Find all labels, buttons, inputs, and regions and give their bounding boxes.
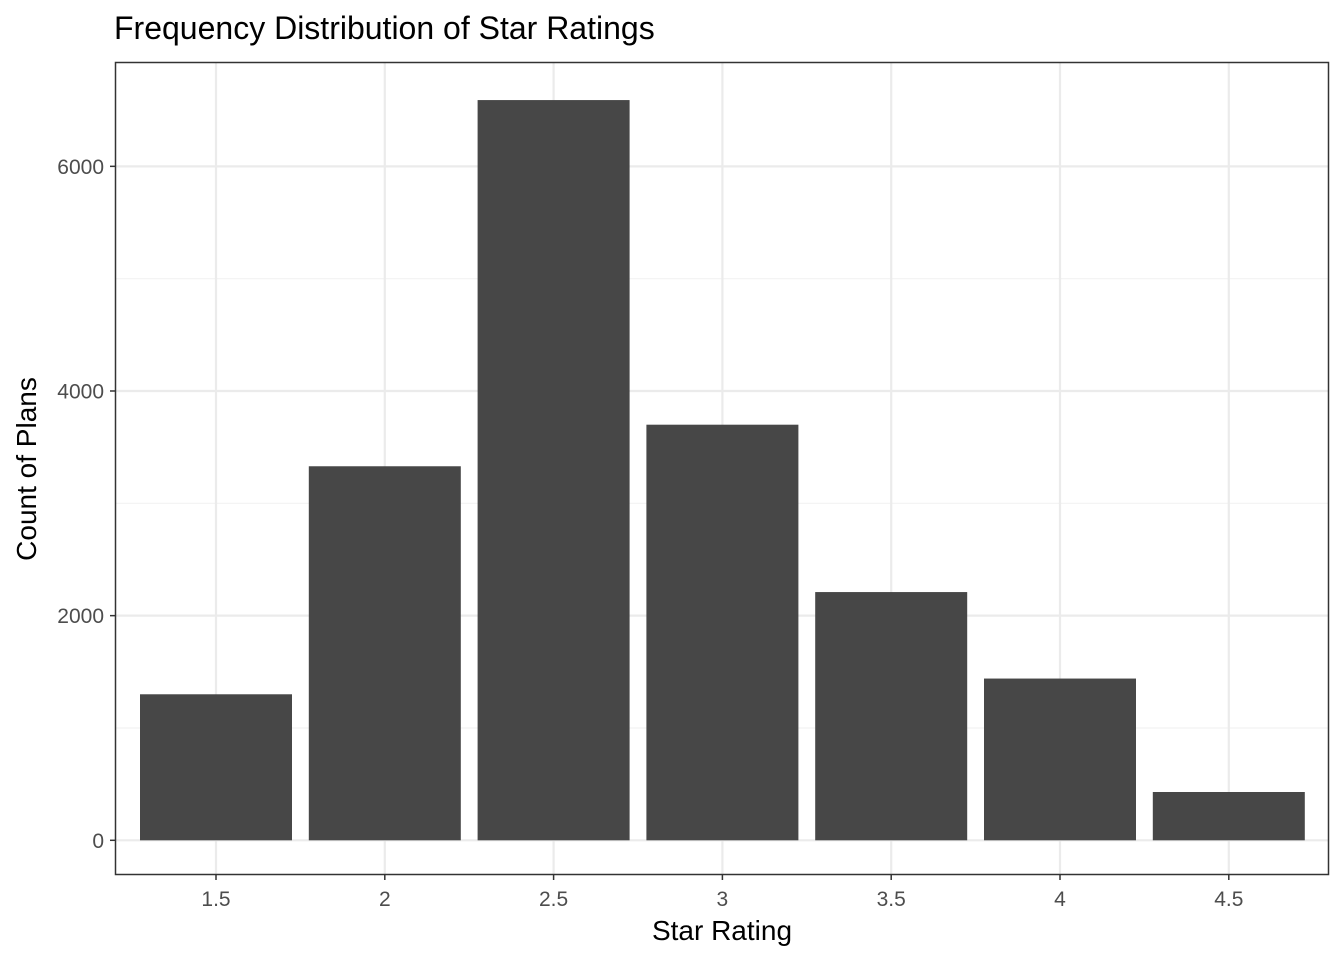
- bars: [140, 100, 1305, 841]
- x-tick-label: 4.5: [1214, 888, 1243, 911]
- bar-4: [984, 678, 1136, 841]
- x-tick-label: 2: [379, 888, 391, 911]
- x-tick-label: 3.5: [877, 888, 906, 911]
- y-axis-ticks: 0 2000 4000 6000: [57, 156, 116, 853]
- bar-1.5: [140, 694, 292, 841]
- x-tick-label: 2.5: [539, 888, 568, 911]
- x-tick-label: 4: [1054, 888, 1066, 911]
- bar-2.5: [477, 100, 630, 841]
- bar-3: [646, 424, 799, 841]
- y-tick-label: 2000: [57, 605, 104, 628]
- y-tick-label: 0: [92, 830, 104, 853]
- bar-2: [308, 466, 461, 841]
- x-axis-ticks: 1.5 2 2.5 3 3.5 4 4.5: [201, 874, 1243, 911]
- chart-title: Frequency Distribution of Star Ratings: [114, 10, 655, 46]
- x-tick-label: 1.5: [201, 888, 230, 911]
- x-axis-title: Star Rating: [652, 915, 792, 946]
- bar-4.5: [1152, 792, 1305, 841]
- y-tick-label: 4000: [57, 380, 104, 403]
- y-tick-label: 6000: [57, 156, 104, 179]
- y-axis-title: Count of Plans: [11, 377, 42, 561]
- x-tick-label: 3: [717, 888, 729, 911]
- bar-3.5: [815, 592, 968, 841]
